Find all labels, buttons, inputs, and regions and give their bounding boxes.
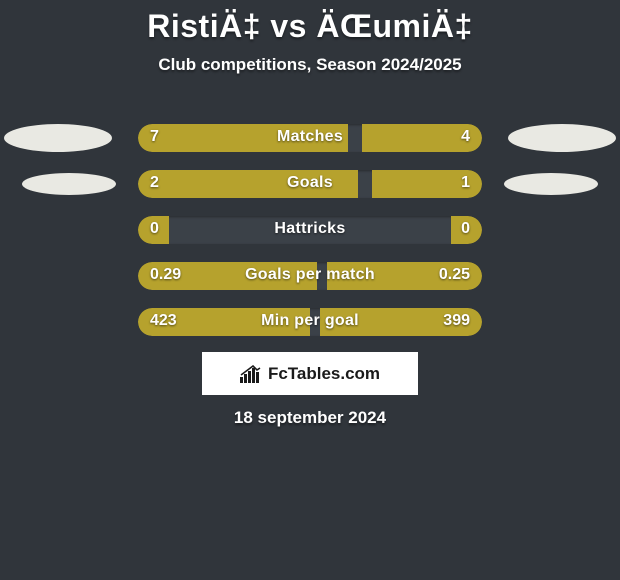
player-left-ellipse-small bbox=[22, 173, 116, 195]
bar-shell: 0.29 Goals per match 0.25 bbox=[138, 262, 482, 290]
bar-fill-left bbox=[138, 308, 310, 336]
bars-container: 7 Matches 4 2 Goals 1 0 Hattricks bbox=[0, 110, 620, 340]
player-right-ellipse bbox=[508, 124, 616, 152]
bar-fill-left bbox=[138, 216, 169, 244]
bar-shell: 7 Matches 4 bbox=[138, 124, 482, 152]
stat-row-gpm: 0.29 Goals per match 0.25 bbox=[0, 248, 620, 294]
bar-fill-left bbox=[138, 124, 348, 152]
attribution-text: FcTables.com bbox=[268, 364, 380, 384]
bar-fill-left bbox=[138, 170, 358, 198]
stat-row-hattricks: 0 Hattricks 0 bbox=[0, 202, 620, 248]
bar-fill-right bbox=[372, 170, 482, 198]
bars-icon bbox=[240, 365, 262, 383]
stat-row-goals: 2 Goals 1 bbox=[0, 156, 620, 202]
bar-shell: 423 Min per goal 399 bbox=[138, 308, 482, 336]
comparison-infographic: RistiÄ‡ vs ÄŒumiÄ‡ Club competitions, Se… bbox=[0, 0, 620, 580]
page-title: RistiÄ‡ vs ÄŒumiÄ‡ bbox=[0, 0, 620, 45]
stat-row-mpg: 423 Min per goal 399 bbox=[0, 294, 620, 340]
stat-label: Hattricks bbox=[138, 220, 482, 238]
bar-shell: 2 Goals 1 bbox=[138, 170, 482, 198]
bar-fill-left bbox=[138, 262, 317, 290]
stat-row-matches: 7 Matches 4 bbox=[0, 110, 620, 156]
bar-shell: 0 Hattricks 0 bbox=[138, 216, 482, 244]
footer-date: 18 september 2024 bbox=[0, 408, 620, 428]
bar-fill-right bbox=[451, 216, 482, 244]
bar-fill-right bbox=[362, 124, 482, 152]
bar-fill-right bbox=[320, 308, 482, 336]
page-subtitle: Club competitions, Season 2024/2025 bbox=[0, 55, 620, 75]
attribution-badge: FcTables.com bbox=[202, 352, 418, 395]
player-right-ellipse-small bbox=[504, 173, 598, 195]
bar-fill-right bbox=[327, 262, 482, 290]
player-left-ellipse bbox=[4, 124, 112, 152]
